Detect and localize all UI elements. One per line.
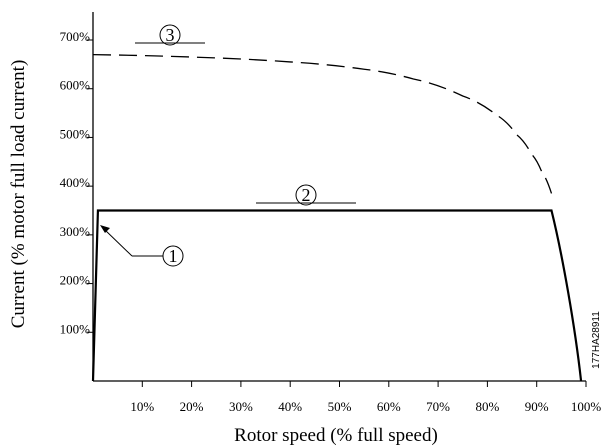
series-line-current-limit [91, 209, 583, 382]
y-tick-label: 400% [60, 175, 91, 190]
y-tick-label: 700% [60, 29, 91, 44]
y-tick-label: 600% [60, 78, 91, 93]
y-tick-label: 100% [60, 321, 91, 336]
callout-number: 2 [302, 185, 311, 205]
series-line-dol-current [92, 53, 553, 194]
series-layer [91, 53, 583, 382]
x-tick-label: 30% [229, 399, 253, 414]
callout-number: 3 [166, 25, 175, 45]
y-tick-label: 500% [60, 126, 91, 141]
reference-code: 177HA28911 [591, 311, 602, 369]
callout-arrowhead [100, 225, 110, 233]
x-tick-label: 20% [180, 399, 204, 414]
callouts-layer: 1 2 3 [100, 24, 356, 267]
callout-3: 3 [135, 24, 205, 46]
x-axis-ticks: 10% 20% 30% 40% 50% 60% 70% 80% 90% 100% [130, 381, 601, 414]
x-tick-label: 100% [571, 399, 602, 414]
callout-circle [295, 184, 317, 206]
x-tick-label: 80% [475, 399, 499, 414]
callout-2: 2 [256, 184, 356, 206]
y-tick-label: 300% [60, 224, 91, 239]
callout-number: 1 [169, 246, 178, 266]
callout-circle [159, 24, 181, 46]
y-tick-label: 200% [60, 273, 91, 288]
x-tick-label: 90% [525, 399, 549, 414]
x-tick-label: 40% [278, 399, 302, 414]
y-axis-ticks: 100% 200% 300% 400% 500% 600% 700% [60, 29, 93, 336]
x-tick-label: 70% [426, 399, 450, 414]
y-axis-title: Current (% motor full load current) [8, 60, 29, 329]
x-tick-label: 60% [377, 399, 401, 414]
x-tick-label: 10% [130, 399, 154, 414]
x-axis-title: Rotor speed (% full speed) [234, 425, 438, 446]
callout-leader [103, 228, 133, 257]
x-tick-label: 50% [328, 399, 352, 414]
axes [92, 12, 586, 382]
callout-1: 1 [100, 225, 184, 267]
